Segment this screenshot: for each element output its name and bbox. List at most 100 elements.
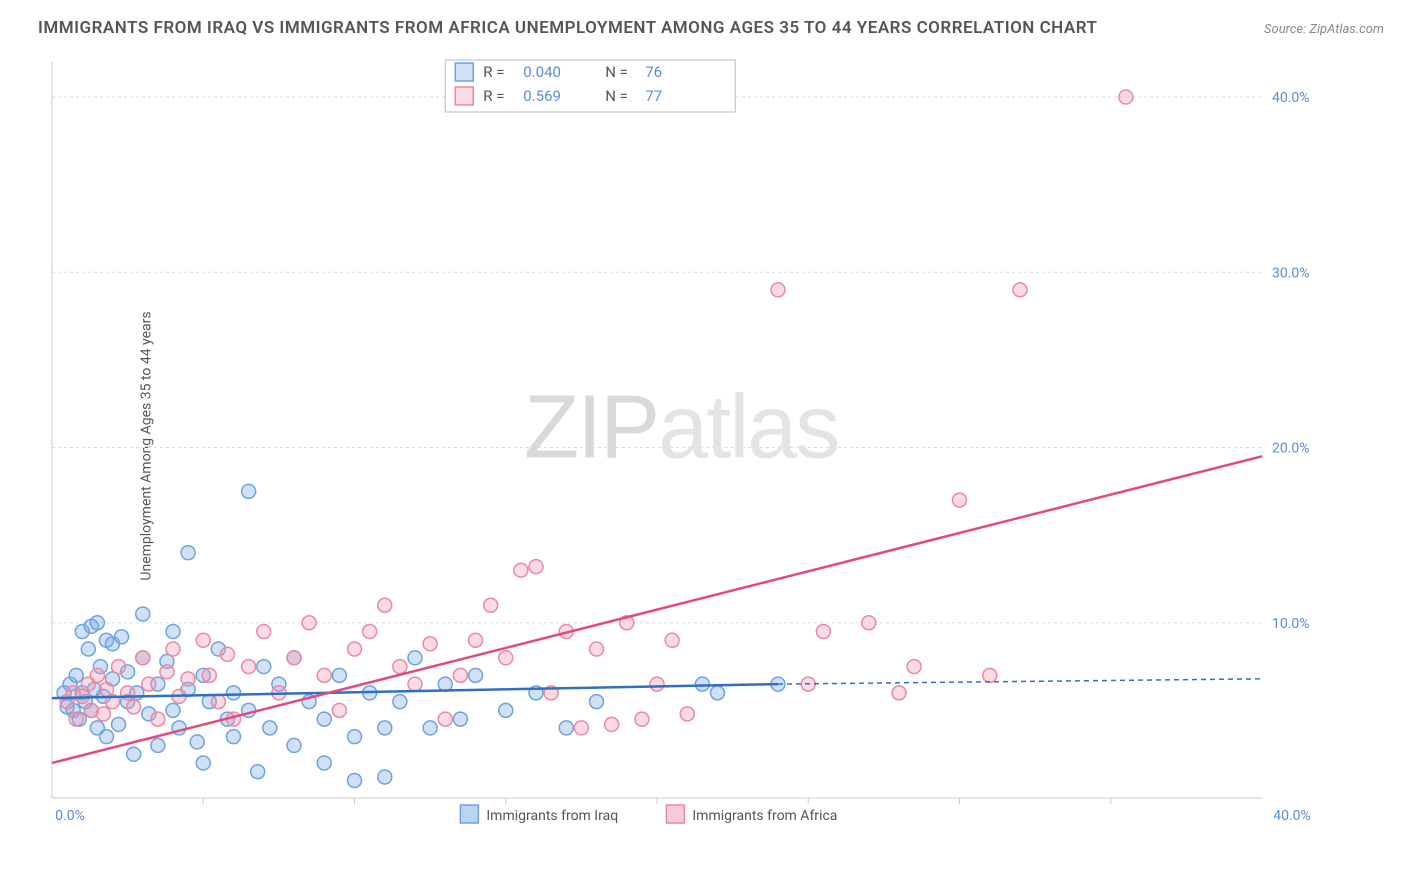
data-point <box>953 493 967 507</box>
data-point <box>348 730 362 744</box>
data-point <box>423 721 437 735</box>
legend-swatch <box>666 805 684 823</box>
data-point <box>196 756 210 770</box>
legend-swatch <box>460 805 478 823</box>
legend-n-value: 76 <box>645 63 662 81</box>
data-point <box>1119 90 1133 104</box>
data-point <box>227 730 241 744</box>
data-point <box>862 616 876 630</box>
data-point <box>378 598 392 612</box>
data-point <box>892 686 906 700</box>
data-point <box>453 712 467 726</box>
data-point <box>348 773 362 787</box>
data-point <box>220 647 234 661</box>
data-point <box>317 712 331 726</box>
y-tick-label: 10.0% <box>1272 616 1310 632</box>
data-point <box>211 695 225 709</box>
data-point <box>408 677 422 691</box>
legend-r-label: R = <box>483 63 504 81</box>
data-point <box>90 668 104 682</box>
data-point <box>393 660 407 674</box>
data-point <box>99 730 113 744</box>
data-point <box>166 625 180 639</box>
data-point <box>190 735 204 749</box>
legend-series-label: Immigrants from Africa <box>692 808 837 824</box>
data-point <box>635 712 649 726</box>
legend-n-label: N = <box>605 63 628 81</box>
y-tick-label: 20.0% <box>1272 441 1310 457</box>
data-point <box>166 642 180 656</box>
data-point <box>438 677 452 691</box>
data-point <box>166 703 180 717</box>
data-point <box>112 660 126 674</box>
legend-n-value: 77 <box>645 87 662 105</box>
data-point <box>816 625 830 639</box>
data-point <box>112 717 126 731</box>
data-point <box>151 738 165 752</box>
data-point <box>127 747 141 761</box>
data-point <box>202 668 216 682</box>
data-point <box>115 630 129 644</box>
data-point <box>680 707 694 721</box>
data-point <box>251 765 265 779</box>
data-point <box>393 695 407 709</box>
data-point <box>181 672 195 686</box>
x-tick-label: 0.0% <box>55 808 85 824</box>
data-point <box>317 668 331 682</box>
data-point <box>559 721 573 735</box>
data-point <box>605 717 619 731</box>
data-point <box>590 695 604 709</box>
data-point <box>408 651 422 665</box>
data-point <box>711 686 725 700</box>
data-point <box>650 677 664 691</box>
data-point <box>1013 283 1027 297</box>
data-point <box>332 703 346 717</box>
legend-r-value: 0.040 <box>523 63 561 81</box>
scatter-plot: 10.0%20.0%30.0%40.0%ZIPatlas0.0%40.0%R =… <box>48 58 1332 838</box>
data-point <box>317 756 331 770</box>
data-point <box>453 668 467 682</box>
legend-r-value: 0.569 <box>523 87 561 105</box>
data-point <box>499 703 513 717</box>
data-point <box>160 665 174 679</box>
data-point <box>242 660 256 674</box>
data-point <box>227 686 241 700</box>
data-point <box>983 668 997 682</box>
data-point <box>378 721 392 735</box>
legend-swatch <box>455 63 473 81</box>
data-point <box>181 546 195 560</box>
data-point <box>771 283 785 297</box>
data-point <box>287 738 301 752</box>
data-point <box>590 642 604 656</box>
data-point <box>96 707 110 721</box>
data-point <box>136 651 150 665</box>
data-point <box>151 712 165 726</box>
data-point <box>695 677 709 691</box>
data-point <box>665 633 679 647</box>
data-point <box>136 607 150 621</box>
data-point <box>263 721 277 735</box>
source-label: Source: ZipAtlas.com <box>1264 22 1384 37</box>
y-tick-label: 30.0% <box>1272 265 1310 281</box>
data-point <box>348 642 362 656</box>
data-point <box>529 560 543 574</box>
data-point <box>69 668 83 682</box>
data-point <box>142 677 156 691</box>
data-point <box>127 700 141 714</box>
data-point <box>90 616 104 630</box>
watermark: ZIPatlas <box>524 378 838 478</box>
data-point <box>363 625 377 639</box>
data-point <box>332 668 346 682</box>
trend-line <box>52 456 1262 763</box>
data-point <box>574 721 588 735</box>
data-point <box>469 633 483 647</box>
data-point <box>69 712 83 726</box>
data-point <box>257 625 271 639</box>
data-point <box>257 660 271 674</box>
legend-series-label: Immigrants from Iraq <box>486 808 618 824</box>
data-point <box>423 637 437 651</box>
legend-n-label: N = <box>605 87 628 105</box>
data-point <box>514 563 528 577</box>
data-point <box>438 712 452 726</box>
data-point <box>499 651 513 665</box>
